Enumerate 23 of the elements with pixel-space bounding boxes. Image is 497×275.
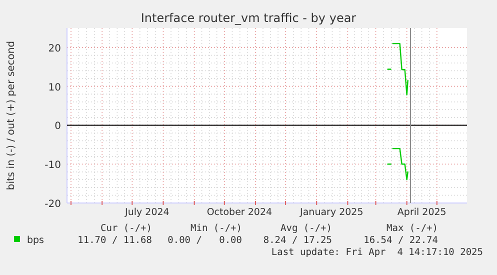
chart-title: Interface router_vm traffic - by year [140,11,356,25]
y-tick-label: 20 [48,43,61,54]
text: Last update: Fri Apr 4 14:17:10 2025 [271,247,483,258]
text: Max (-/+) [386,223,438,234]
x-tick-label: October 2024 [206,207,272,218]
text: 0.00 / 0.00 [168,235,242,246]
line-series [392,42,408,96]
legend-label: bps [27,235,44,246]
x-tick-label: July 2024 [124,207,170,218]
text: 16.54 / 22.74 [364,235,438,246]
y-axis-title: bits in (-) / out (+) per second [6,40,17,190]
text: Avg (-/+) [280,223,332,234]
line-series [392,148,408,180]
x-tick-label: April 2025 [397,207,446,218]
text: 11.70 / 11.68 [78,235,152,246]
text: 8.24 / 17.25 [263,235,332,246]
y-tick-label: -20 [44,199,61,210]
text: Min (-/+) [190,223,242,234]
y-tick-label: -10 [44,160,61,172]
text: Cur (-/+) [100,223,152,234]
x-tick-label: January 2025 [299,207,364,218]
y-tick-label: 10 [48,82,61,94]
y-tick-label: 0 [54,121,61,132]
